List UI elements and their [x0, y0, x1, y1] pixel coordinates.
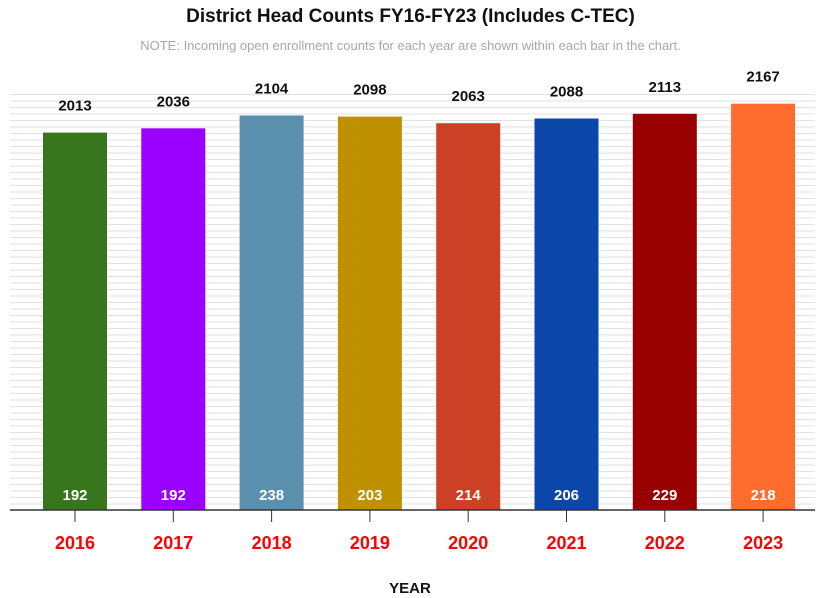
enrollment-label-2019: 203 — [357, 487, 382, 504]
x-tick-label-2021: 2021 — [546, 533, 586, 553]
value-label-2019: 2098 — [353, 82, 386, 99]
x-tick-label-2023: 2023 — [743, 533, 783, 553]
bar-2019 — [337, 116, 402, 510]
enrollment-label-2021: 206 — [554, 487, 579, 504]
bar-2017 — [141, 128, 206, 511]
enrollment-label-2016: 192 — [62, 487, 87, 504]
x-tick-label-2019: 2019 — [350, 533, 390, 553]
x-tick-label-2017: 2017 — [153, 533, 193, 553]
value-label-2023: 2167 — [746, 69, 779, 86]
bar-2021 — [534, 118, 599, 510]
x-tick-label-2022: 2022 — [645, 533, 685, 553]
enrollment-label-2018: 238 — [259, 487, 284, 504]
enrollment-label-2017: 192 — [161, 487, 186, 504]
enrollment-label-2020: 214 — [456, 487, 482, 504]
value-label-2022: 2113 — [649, 79, 682, 96]
bar-2020 — [436, 123, 501, 510]
x-axis-title: YEAR — [389, 580, 431, 597]
value-label-2020: 2063 — [452, 88, 485, 105]
bars — [43, 103, 796, 511]
value-label-2021: 2088 — [550, 84, 583, 101]
enrollment-label-2023: 218 — [751, 487, 776, 504]
x-tick-label-2020: 2020 — [448, 533, 488, 553]
x-tick-label-2018: 2018 — [252, 533, 292, 553]
value-label-2016: 2013 — [58, 98, 91, 115]
chart-subtitle: NOTE: Incoming open enrollment counts fo… — [140, 38, 681, 53]
bar-2022 — [632, 113, 697, 511]
data-labels: 2013 192 2036 192 2104 238 2098 203 2063 214 2088 2… — [58, 69, 779, 504]
value-label-2017: 2036 — [157, 93, 190, 110]
bar-2016 — [43, 132, 107, 510]
bar-2018 — [239, 115, 304, 510]
value-label-2018: 2104 — [255, 81, 289, 98]
x-axis: 2016 2017 2018 2019 2020 2021 2022 2023 — [10, 509, 815, 553]
chart-title: District Head Counts FY16-FY23 (Includes… — [186, 6, 635, 27]
x-tick-label-2016: 2016 — [55, 533, 95, 553]
enrollment-label-2022: 229 — [652, 487, 677, 504]
bar-2023 — [731, 103, 796, 510]
